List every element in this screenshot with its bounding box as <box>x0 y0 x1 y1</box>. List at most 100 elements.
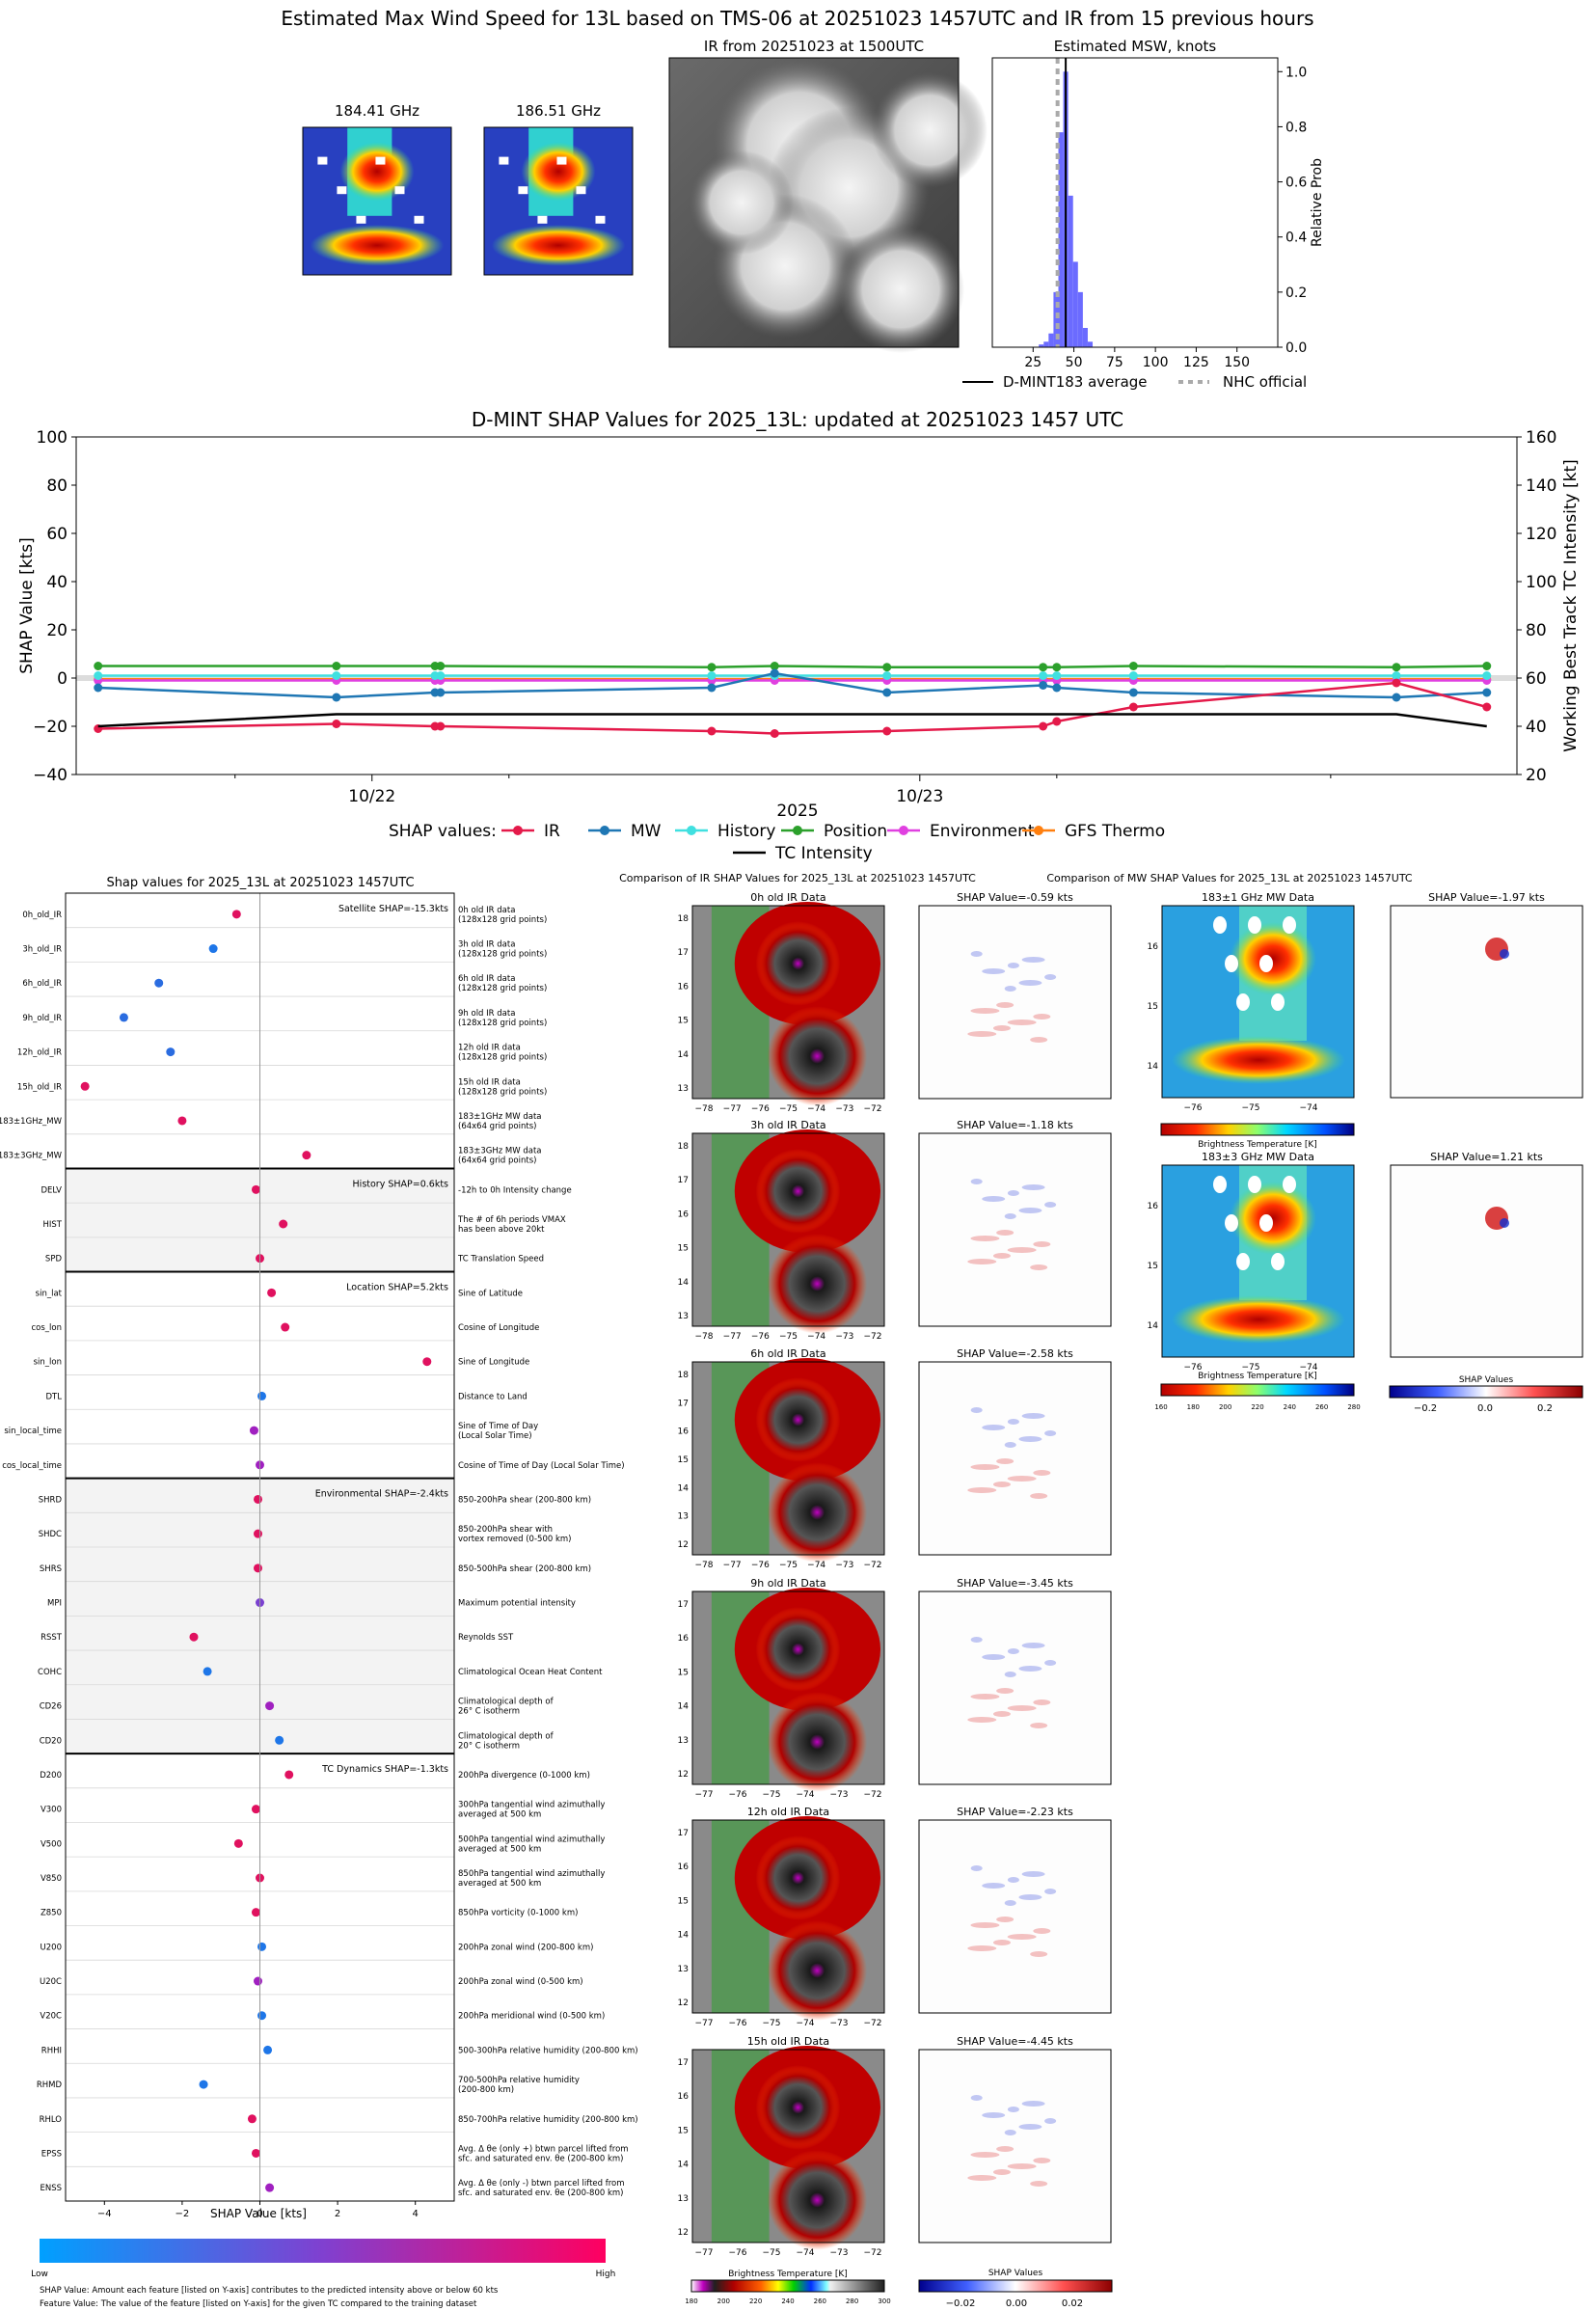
right-ytick-label: 40 <box>1526 718 1547 737</box>
group-label: History SHAP=0.6kts <box>353 1179 449 1189</box>
feature-description: 6h old IR data <box>458 974 515 984</box>
series-point-history <box>1392 671 1401 680</box>
ir-ytick-label: 12 <box>678 1998 689 2008</box>
series-line-mw <box>97 671 1487 699</box>
shap-map-feature <box>1004 1442 1016 1448</box>
feature-description: Climatological depth of <box>458 1698 555 1707</box>
hist-ytick-label: 0.2 <box>1285 285 1307 301</box>
ir-xtick-label: −73 <box>830 2019 849 2028</box>
feature-description: Avg. Δ θe (only -) btwn parcel lifted fr… <box>458 2179 625 2189</box>
shap-map-feature <box>1044 2118 1057 2124</box>
feature-description: (64x64 grid points) <box>458 1122 536 1131</box>
feature-value-colorbar <box>40 2239 606 2263</box>
ir-data-panel <box>691 1358 885 1563</box>
mw-mask <box>1236 993 1250 1011</box>
mw-184-panel-title: 184.41 GHz <box>335 102 419 120</box>
mw-data-core <box>1230 922 1316 995</box>
series-point-history <box>1052 671 1062 680</box>
shap-map-frame <box>918 1591 1112 1785</box>
ir-ytick-label: 13 <box>678 1084 689 1094</box>
ir-colorbar-tick: 220 <box>749 2297 762 2305</box>
mw-colorbar <box>1160 1383 1355 1397</box>
series-point-position <box>707 663 717 672</box>
feature-label: DTL <box>46 1392 63 1401</box>
ir-xtick-label: −74 <box>807 1561 825 1570</box>
ir-ytick-label: 14 <box>678 2161 690 2170</box>
mw-shap-coldspot <box>1500 949 1509 959</box>
ir-xtick-label: −76 <box>729 2019 747 2028</box>
series-line-ir <box>97 681 1488 735</box>
series-point-position <box>1392 663 1401 672</box>
mw-mask <box>1248 916 1261 934</box>
ir-xtick-label: −76 <box>751 1104 770 1114</box>
mw-mask <box>1236 1253 1250 1270</box>
shap-map-feature <box>970 1407 983 1413</box>
right-ytick-label: 80 <box>1526 621 1547 640</box>
shap-map-feature <box>1021 2101 1045 2107</box>
shap-map-feature <box>1007 2163 1037 2169</box>
mw-mask <box>1271 993 1285 1011</box>
feature-description: 3h old IR data <box>458 940 515 950</box>
feature-description: 26° C isotherm <box>458 1707 520 1717</box>
mw-colorbar-label: Brightness Temperature [K] <box>1198 1372 1317 1381</box>
hist-bar <box>1039 344 1044 347</box>
ir-xtick-label: −76 <box>751 1561 770 1570</box>
feature-description: 500hPa tangential wind azimuthally <box>458 1835 605 1844</box>
xtick-label: 10/23 <box>896 787 943 806</box>
feature-label: 12h_old_IR <box>17 1048 62 1058</box>
feature-label: MPI <box>47 1599 62 1609</box>
legend-label: MW <box>631 822 662 841</box>
feature-label: 183±3GHz_MW <box>0 1152 63 1161</box>
ir-panel <box>668 57 987 353</box>
mw-data-frame <box>1161 1164 1355 1358</box>
mw-mask <box>1283 916 1296 934</box>
feature-description: Maximum potential intensity <box>458 1599 576 1609</box>
ir-ytick-label: 12 <box>678 1540 689 1550</box>
mw-data-south <box>1172 1036 1345 1084</box>
xtick-label: 10/22 <box>348 787 395 806</box>
shap-timeseries-title: D-MINT SHAP Values for 2025_13L: updated… <box>472 408 1123 431</box>
shap-map-feature <box>1033 1928 1051 1934</box>
right-ytick-label: 140 <box>1526 476 1556 496</box>
shap-panel-label: SHAP Value=-2.23 kts <box>957 1806 1073 1818</box>
ir-ytick-label: 13 <box>678 1512 689 1522</box>
shap-map-feature <box>982 1425 1006 1430</box>
shap-map-feature <box>1030 1037 1048 1043</box>
ir-xtick-label: −73 <box>830 2248 849 2258</box>
hist-ytick-label: 0.4 <box>1285 231 1307 246</box>
hist-xtick-label: 100 <box>1143 355 1169 370</box>
ir-xtick-label: −73 <box>835 1332 853 1342</box>
shap-map-feature <box>996 1917 1014 1922</box>
mw-shap-frame <box>1390 905 1583 1099</box>
ir-ytick-label: 17 <box>678 1829 689 1838</box>
feature-shap-dot <box>265 2183 275 2192</box>
hist-bar <box>1068 195 1073 347</box>
feature-label: cos_local_time <box>2 1461 62 1471</box>
shap-map-feature <box>1018 1894 1042 1900</box>
ir-ytick-label: 15 <box>678 1244 689 1254</box>
ir-xtick-label: −74 <box>807 1104 825 1114</box>
ir-ytick-label: 17 <box>678 1176 689 1185</box>
ir-ytick-label: 18 <box>678 914 690 924</box>
shap-colorbar-tick: 0.02 <box>1062 2298 1083 2309</box>
mw-colorbar-tick: 220 <box>1251 1403 1263 1411</box>
ir-data-storm <box>755 921 841 1006</box>
series-point-history <box>1128 671 1138 680</box>
ir-ytick-label: 16 <box>678 982 690 992</box>
legend-marker <box>1034 826 1043 835</box>
feature-description: 183±1GHz MW data <box>458 1112 541 1122</box>
mw-ytick-label: 16 <box>1148 942 1159 952</box>
footnote-shap: SHAP Value: Amount each feature [listed … <box>40 2286 499 2296</box>
feature-label: sin_lon <box>34 1358 62 1368</box>
shap-map-feature <box>992 1253 1011 1259</box>
shap-map-feature <box>1030 1264 1048 1270</box>
shap-map-feature <box>982 1654 1006 1660</box>
shap-map-feature <box>1018 1436 1042 1442</box>
feature-description: 9h old IR data <box>458 1009 515 1019</box>
feature-label: 9h_old_IR <box>22 1014 62 1023</box>
series-point-position <box>1128 662 1138 670</box>
ir-data-panel <box>691 1129 885 1334</box>
mw-184-panel-frame <box>302 126 452 276</box>
ir-colorbar <box>690 2279 885 2293</box>
